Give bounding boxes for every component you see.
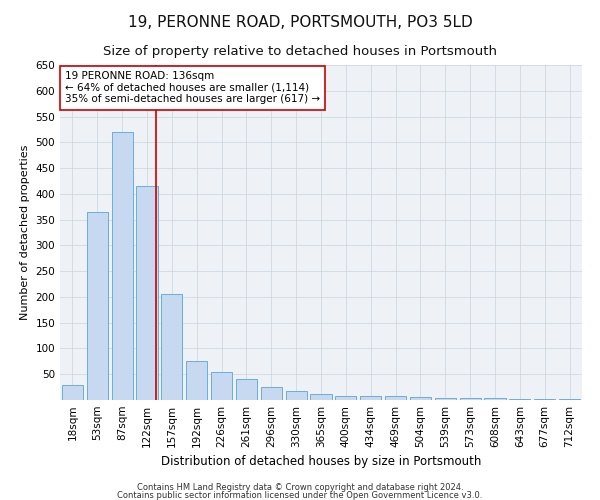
Text: 19, PERONNE ROAD, PORTSMOUTH, PO3 5LD: 19, PERONNE ROAD, PORTSMOUTH, PO3 5LD [128,15,472,30]
Bar [335,396,356,400]
Bar [186,362,207,400]
Bar [509,399,530,400]
Bar [161,294,182,400]
Bar [435,398,456,400]
Text: Size of property relative to detached houses in Portsmouth: Size of property relative to detached ho… [103,45,497,58]
Y-axis label: Number of detached properties: Number of detached properties [20,145,30,320]
Bar [385,396,406,400]
Text: Contains public sector information licensed under the Open Government Licence v3: Contains public sector information licen… [118,490,482,500]
Bar [559,399,580,400]
Bar [261,387,282,400]
Bar [460,398,481,400]
X-axis label: Distribution of detached houses by size in Portsmouth: Distribution of detached houses by size … [161,456,481,468]
Bar [310,394,332,400]
Bar [136,186,158,400]
Bar [360,396,381,400]
Bar [236,380,257,400]
Bar [286,390,307,400]
Text: 19 PERONNE ROAD: 136sqm
← 64% of detached houses are smaller (1,114)
35% of semi: 19 PERONNE ROAD: 136sqm ← 64% of detache… [65,71,320,104]
Bar [410,398,431,400]
Bar [484,398,506,400]
Bar [87,212,108,400]
Bar [62,384,83,400]
Bar [112,132,133,400]
Text: Contains HM Land Registry data © Crown copyright and database right 2024.: Contains HM Land Registry data © Crown c… [137,483,463,492]
Bar [211,372,232,400]
